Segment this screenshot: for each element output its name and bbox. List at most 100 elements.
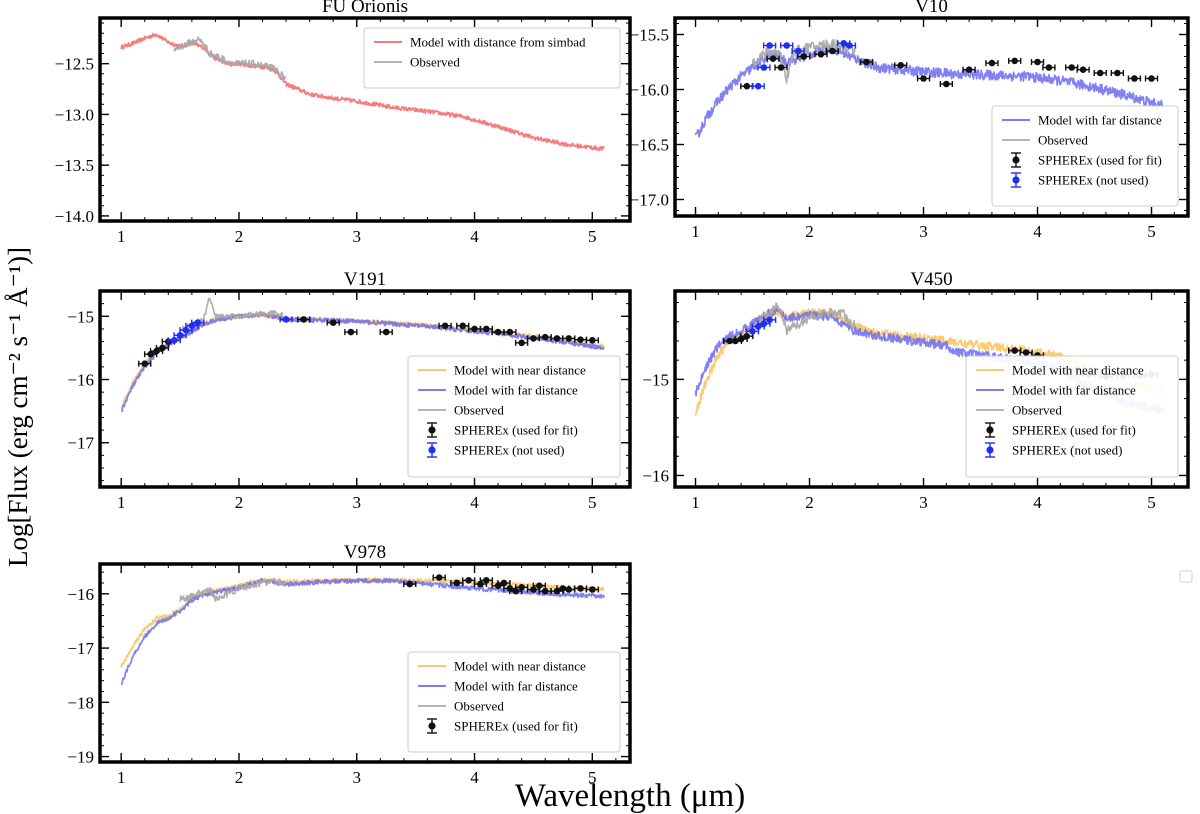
y-axis: −14.0 −13.5 −13.0 −12.5: [55, 22, 630, 226]
data-point: [585, 586, 600, 593]
y-axis: −16 −15: [642, 302, 1188, 485]
legend-box: [965, 355, 1179, 478]
data-point: [751, 82, 765, 90]
empty-legend-box: [1179, 570, 1193, 583]
legend-label: Model with far distance: [454, 679, 578, 694]
data-point: [740, 82, 754, 90]
legend: Model with distance from simbad Observed: [363, 27, 621, 89]
series-line: [179, 297, 287, 332]
plot-area: [694, 38, 1164, 138]
data-point: [939, 80, 954, 88]
plot-area: [120, 32, 605, 152]
data-point: [326, 319, 340, 326]
legend-label: Observed: [1012, 403, 1062, 418]
panel-title: FU Orionis: [322, 0, 408, 17]
x-tick-label: 5: [588, 768, 597, 787]
legend-label: SPHEREx (not used): [1012, 443, 1123, 458]
data-point: [532, 582, 547, 589]
legend-box: [407, 651, 621, 753]
data-point: [791, 47, 805, 55]
legend-label: Observed: [410, 55, 460, 70]
y-tick-label: −12.5: [55, 55, 94, 74]
data-point: [757, 320, 771, 327]
x-tick-label: 2: [805, 222, 814, 241]
y-tick-label: −14.0: [55, 207, 94, 226]
legend-label: Model with near distance: [1012, 363, 1144, 378]
data-point: [780, 42, 794, 49]
legend: Model with near distance Model with far d…: [407, 651, 621, 753]
figure-y-axis-label: Log[Flux (erg cm⁻² s⁻¹ Å⁻¹)]: [3, 247, 33, 567]
legend: Model with near distance Model with far d…: [965, 355, 1179, 478]
data-point: [173, 331, 187, 339]
x-tick-label: 4: [470, 227, 479, 246]
legend-label: Observed: [454, 699, 504, 714]
series-line: [757, 302, 856, 336]
legend-label: Observed: [454, 403, 504, 418]
legend-label: Model with near distance: [454, 363, 586, 378]
legend-label: Model with distance from simbad: [410, 35, 586, 50]
data-point: [985, 59, 999, 67]
legend-label: SPHEREx (used for fit): [454, 719, 578, 734]
figure-x-axis-label: Wavelength (μm): [515, 778, 745, 814]
y-tick-label: −16: [67, 585, 94, 604]
legend: Model with far distance Observed SPHEREx (…: [991, 105, 1179, 207]
series-line: [173, 36, 287, 81]
data-point: [179, 326, 193, 334]
x-tick-label: 3: [919, 493, 928, 512]
x-tick-label: 5: [588, 493, 597, 512]
data-point: [1030, 58, 1045, 66]
data-point: [279, 316, 293, 323]
y-tick-label: −15.5: [630, 26, 669, 45]
x-tick-label: 5: [1147, 222, 1156, 241]
data-point: [432, 574, 446, 581]
data-point: [1042, 64, 1056, 71]
x-tick-label: 4: [470, 493, 479, 512]
legend-label: SPHEREx (used for fit): [1038, 153, 1162, 168]
data-point: [774, 64, 788, 71]
x-tick-label: 2: [235, 227, 244, 246]
legend-label: Model with near distance: [454, 659, 586, 674]
legend-marker-swatch: [427, 422, 437, 438]
data-point: [1144, 75, 1159, 82]
legend-label: SPHEREx (not used): [1038, 173, 1149, 188]
data-point: [479, 576, 494, 584]
legend-label: Model with far distance: [1038, 113, 1162, 128]
y-tick-label: −17.0: [630, 191, 669, 210]
panel-title: V10: [915, 0, 948, 17]
x-tick-label: 5: [588, 227, 597, 246]
legend-marker-swatch: [427, 718, 437, 734]
data-point: [526, 586, 541, 593]
data-point: [842, 42, 857, 49]
x-tick-label: 2: [805, 493, 814, 512]
data-point: [894, 62, 908, 69]
panel-frame: [98, 289, 632, 489]
y-tick-label: −18: [67, 693, 94, 712]
data-point: [1008, 57, 1022, 65]
legend-box: [407, 355, 621, 478]
series-line: [179, 577, 287, 602]
panel-frame: [98, 562, 632, 764]
x-tick-label: 5: [1147, 493, 1156, 512]
x-tick-label: 3: [353, 493, 362, 512]
y-axis: −17.0 −16.5 −16.0 −15.5: [630, 23, 1188, 211]
y-tick-label: −16.0: [630, 81, 669, 100]
legend-label: SPHEREx (not used): [454, 443, 565, 458]
data-point: [766, 55, 780, 62]
chart-panel: V978 1 2 3 4 5 −19 −18 −17 −16 Model with near dis…: [67, 542, 632, 787]
legend-marker-swatch: [985, 422, 995, 438]
y-tick-label: −13.0: [55, 105, 94, 124]
data-point: [1019, 349, 1033, 356]
data-point: [814, 51, 828, 58]
data-point: [1076, 66, 1090, 73]
data-point: [757, 64, 771, 71]
y-tick-label: −19: [67, 748, 94, 767]
data-point: [1093, 69, 1107, 77]
legend-label: Model with far distance: [454, 383, 578, 398]
x-tick-label: 1: [691, 493, 700, 512]
y-tick-label: −15: [642, 370, 669, 389]
data-point: [1127, 75, 1142, 82]
x-tick-label: 3: [353, 768, 362, 787]
data-point: [167, 337, 181, 344]
